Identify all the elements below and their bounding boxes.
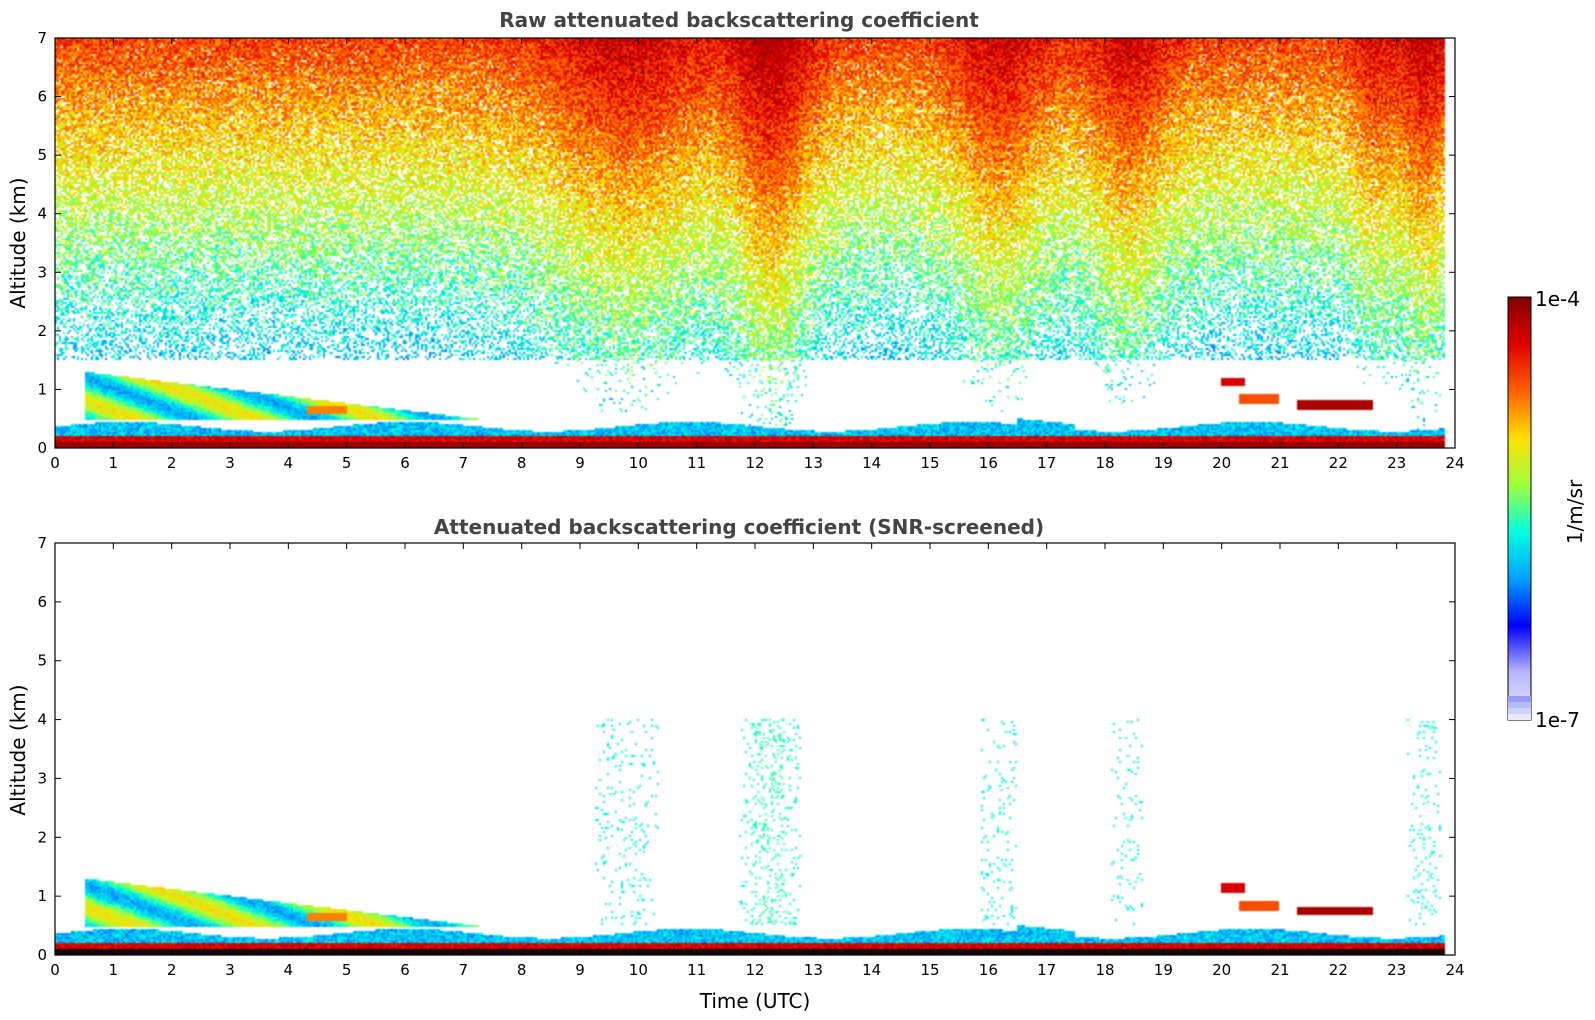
- x-tick-label: 24: [1445, 961, 1464, 979]
- x-tick-label: 16: [979, 454, 998, 472]
- x-tick-label: 10: [629, 961, 648, 979]
- x-tick-label: 0: [50, 454, 60, 472]
- colorbar-step: [1508, 714, 1531, 720]
- raw-y-ticks: 0 1 2 3 4 5 6 7: [37, 29, 1455, 457]
- x-tick-label: 18: [1095, 961, 1114, 979]
- y-tick-label: 4: [37, 205, 47, 223]
- raw-panel-title: Raw attenuated backscattering coefficien…: [499, 8, 979, 32]
- x-axis-label: Time (UTC): [699, 989, 811, 1013]
- x-tick-label: 9: [575, 961, 585, 979]
- x-tick-label: 9: [575, 454, 585, 472]
- colorbar-step: [1508, 696, 1531, 702]
- x-tick-label: 4: [284, 961, 294, 979]
- x-tick-label: 2: [167, 454, 177, 472]
- x-tick-label: 0: [50, 961, 60, 979]
- y-tick-label: 0: [37, 439, 47, 457]
- colorbar: 1e-4 1e-7 1/m/sr: [1507, 287, 1587, 732]
- x-tick-label: 1: [109, 454, 119, 472]
- screened-backscatter-panel: Attenuated backscattering coefficient (S…: [6, 515, 1465, 1013]
- x-tick-label: 5: [342, 454, 352, 472]
- x-tick-label: 7: [459, 454, 469, 472]
- x-tick-label: 5: [342, 961, 352, 979]
- x-tick-label: 14: [862, 961, 881, 979]
- x-tick-label: 11: [687, 961, 706, 979]
- x-tick-label: 6: [400, 961, 410, 979]
- x-tick-label: 14: [862, 454, 881, 472]
- colorbar-step: [1508, 708, 1531, 714]
- raw-y-axis-label: Altitude (km): [6, 177, 30, 308]
- y-tick-label: 0: [37, 946, 47, 964]
- x-tick-label: 17: [1037, 961, 1056, 979]
- x-tick-label: 24: [1445, 454, 1464, 472]
- x-tick-label: 10: [629, 454, 648, 472]
- y-tick-label: 5: [37, 146, 47, 164]
- screened-y-ticks: 0 1 2 3 4 5 6 7: [37, 534, 1455, 964]
- y-tick-label: 1: [37, 380, 47, 398]
- x-tick-label: 8: [517, 961, 527, 979]
- x-tick-label: 19: [1154, 961, 1173, 979]
- x-tick-label: 6: [400, 454, 410, 472]
- y-tick-label: 1: [37, 887, 47, 905]
- x-tick-label: 17: [1037, 454, 1056, 472]
- x-tick-label: 21: [1270, 454, 1289, 472]
- x-tick-label: 23: [1387, 961, 1406, 979]
- y-tick-label: 6: [37, 593, 47, 611]
- x-tick-label: 21: [1270, 961, 1289, 979]
- y-tick-label: 3: [37, 769, 47, 787]
- screened-backscatter-heatmap: [55, 543, 1455, 955]
- raw-backscatter-heatmap: [55, 38, 1455, 448]
- x-tick-label: 2: [167, 961, 177, 979]
- colorbar-unit-label: 1/m/sr: [1563, 479, 1587, 544]
- x-tick-label: 13: [804, 454, 823, 472]
- raw-backscatter-panel: Raw attenuated backscattering coefficien…: [6, 8, 1465, 472]
- y-tick-label: 7: [37, 29, 47, 47]
- y-tick-label: 2: [37, 322, 47, 340]
- x-tick-label: 15: [920, 961, 939, 979]
- x-tick-label: 12: [745, 961, 764, 979]
- x-tick-label: 18: [1095, 454, 1114, 472]
- colorbar-min-label: 1e-7: [1535, 708, 1580, 732]
- x-tick-label: 23: [1387, 454, 1406, 472]
- x-tick-label: 11: [687, 454, 706, 472]
- colorbar-max-label: 1e-4: [1535, 287, 1580, 311]
- x-tick-label: 3: [225, 961, 235, 979]
- y-tick-label: 5: [37, 652, 47, 670]
- y-tick-label: 6: [37, 88, 47, 106]
- colorbar-steps: [1508, 696, 1531, 720]
- x-tick-label: 1: [109, 961, 119, 979]
- x-tick-label: 19: [1154, 454, 1173, 472]
- x-tick-label: 7: [459, 961, 469, 979]
- x-tick-label: 3: [225, 454, 235, 472]
- screened-y-axis-label: Altitude (km): [6, 684, 30, 815]
- x-tick-label: 4: [284, 454, 294, 472]
- x-tick-label: 12: [745, 454, 764, 472]
- x-tick-label: 22: [1329, 961, 1348, 979]
- screened-x-ticks: 0 1 2 3 4 5 6 7 8 9 10 11 12 13 14 15 16 17 18 19 20 21 22 23 24: [50, 543, 1465, 979]
- y-tick-label: 3: [37, 263, 47, 281]
- y-tick-label: 2: [37, 828, 47, 846]
- colorbar-step: [1508, 702, 1531, 708]
- x-tick-label: 16: [979, 961, 998, 979]
- raw-x-ticks: 0 1 2 3 4 5 6 7 8 9 10 11 12 13 14 15 16 17 18 19 20 21 22 23 24: [50, 38, 1465, 472]
- y-tick-label: 4: [37, 711, 47, 729]
- colorbar-gradient: [1507, 296, 1532, 721]
- x-tick-label: 22: [1329, 454, 1348, 472]
- x-tick-label: 8: [517, 454, 527, 472]
- x-tick-label: 15: [920, 454, 939, 472]
- x-tick-label: 20: [1212, 961, 1231, 979]
- x-tick-label: 13: [804, 961, 823, 979]
- screened-panel-title: Attenuated backscattering coefficient (S…: [434, 515, 1044, 539]
- y-tick-label: 7: [37, 534, 47, 552]
- x-tick-label: 20: [1212, 454, 1231, 472]
